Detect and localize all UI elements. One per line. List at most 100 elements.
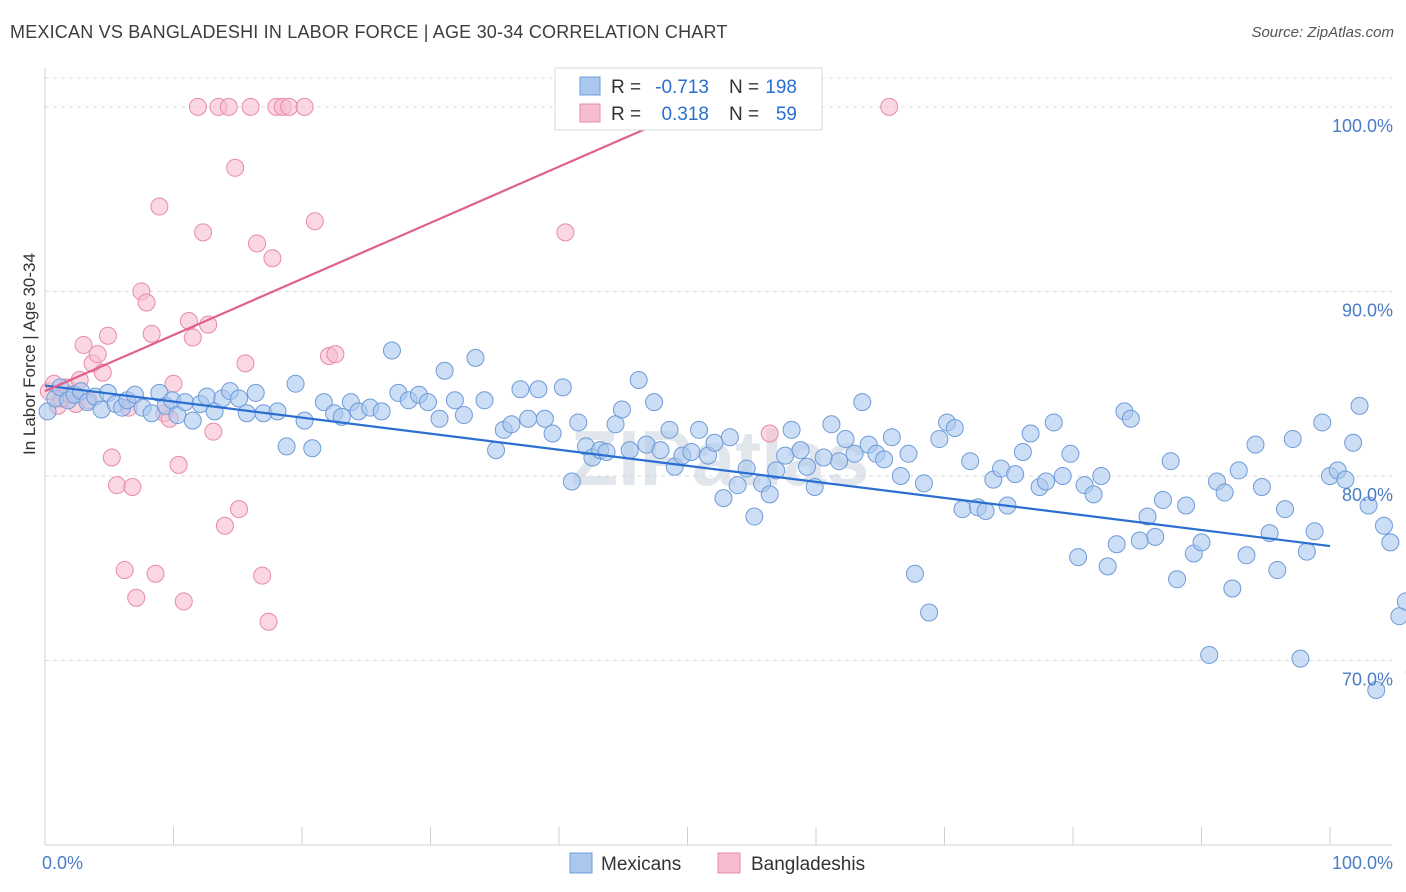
mexicans-point [782,420,801,439]
mexicans-point [475,391,494,410]
mexicans-point [1359,496,1378,515]
mexicans-point [1069,548,1088,567]
mexicans-point [1246,435,1265,454]
legend-r-label: R = [611,104,641,125]
mexicans-point [466,348,485,367]
tick-labels: 70.0% 80.0% 90.0% 100.0% 0.0% 100.0% [42,116,1393,873]
bangladeshis-point [146,564,165,583]
bangladeshis-point [305,212,324,231]
mexicans-point [1177,496,1196,515]
mexicans-point [891,466,910,485]
legend-n-value: 198 [765,77,797,98]
mexicans-point [1200,645,1219,664]
bangladeshis-point [169,455,188,474]
mexicans-point [372,402,391,421]
mexicans-point [1107,535,1126,554]
mexicans-point [445,391,464,410]
mexicans-point [629,371,648,389]
mexicans-point [1252,478,1271,497]
trend-lines [44,105,1331,548]
bangladeshis-point [115,561,134,580]
mexicans-point [920,603,939,622]
mexicans-point [1021,424,1040,443]
bangladeshis-point [204,422,223,441]
mexicans-point [1344,433,1363,452]
mexicans-point [720,428,739,447]
mexicans-point [1161,452,1180,471]
bangladeshis-point [137,293,156,312]
mexicans-point [1223,579,1242,598]
mexicans-point [930,430,949,449]
mexicans-point [487,441,506,460]
mexicans-point [569,413,588,432]
bangladeshis-point [253,566,272,585]
mexicans-point [230,389,249,408]
mexicans-point [1168,570,1187,589]
mexicans-point [295,411,314,430]
x-tick-label: 0.0% [42,853,83,873]
mexicans-point [1276,500,1295,519]
mexicans-point [745,507,764,526]
mexicans-point [1092,466,1111,485]
mexicans-point [268,402,287,421]
bottom-legend-swatch [717,852,741,874]
mexicans-point [1037,472,1056,491]
mexicans-point [961,452,980,471]
source-label: Source: ZipAtlas.com [1251,24,1394,41]
mexicans-point [882,428,901,447]
mexicans-point [1350,396,1369,415]
mexicans-point [760,485,779,504]
mexicans-point [953,500,972,519]
bangladeshis-point [74,335,93,354]
mexicans-point [1390,607,1406,626]
mexicans-point [277,437,296,456]
chart-title: MEXICAN VS BANGLADESHI IN LABOR FORCE | … [10,22,728,42]
mexicans-point [714,489,733,508]
mexicans-point [1061,444,1080,463]
mexicans-point [945,418,964,437]
mexicans-point [905,564,924,583]
y-tick-label: 100.0% [1332,116,1393,136]
bangladeshis-point [295,97,314,116]
mexicans-point [553,378,572,397]
bottom-legend-label: Bangladeshis [751,854,865,875]
mexicans-point [1138,507,1157,526]
mexicans-point [1192,533,1211,552]
mexicans-point [1313,413,1332,432]
mexicans-point [1006,465,1025,484]
mexicans-point [303,439,322,458]
mexicans-point [660,420,679,439]
mexicans-point [1130,531,1149,550]
bangladeshis-point [194,223,213,242]
bangladeshis-point [326,345,345,364]
mexicans-point [1053,466,1072,485]
mexicans-point [798,457,817,476]
mexicans-point [1153,490,1172,509]
bottom-legend: Mexicans Bangladeshis [569,852,865,875]
x-tick-label: 100.0% [1332,853,1393,873]
legend-r-value: 0.318 [661,104,709,125]
mexicans-point [382,341,401,360]
mexicans-point [830,452,849,471]
mexicans-point [511,380,530,399]
mexicans-point [1237,546,1256,565]
mexicans-point [237,404,256,423]
mexicans-point [418,393,437,412]
mexicans-point [430,409,449,428]
bangladeshis-point [107,476,126,495]
bangladeshis-point [280,97,299,116]
mexicans-point [690,420,709,439]
mexicans-point [776,446,795,465]
mexicans-point [767,461,786,480]
bangladeshis-point [188,97,207,116]
mexicans-point [1268,561,1287,580]
bangladeshis-point [123,478,142,497]
mexicans-point [875,450,894,469]
scatter-points [38,97,1406,699]
bangladeshis-point [880,97,899,116]
mexicans-point [1098,557,1117,576]
mexicans-point [597,442,616,461]
bangladeshis-point [236,354,255,373]
legend-r-value: -0.713 [655,77,709,98]
mexicans-point [651,441,670,460]
